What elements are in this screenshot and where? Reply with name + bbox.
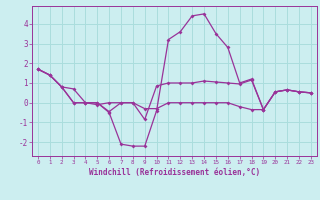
X-axis label: Windchill (Refroidissement éolien,°C): Windchill (Refroidissement éolien,°C) <box>89 168 260 177</box>
